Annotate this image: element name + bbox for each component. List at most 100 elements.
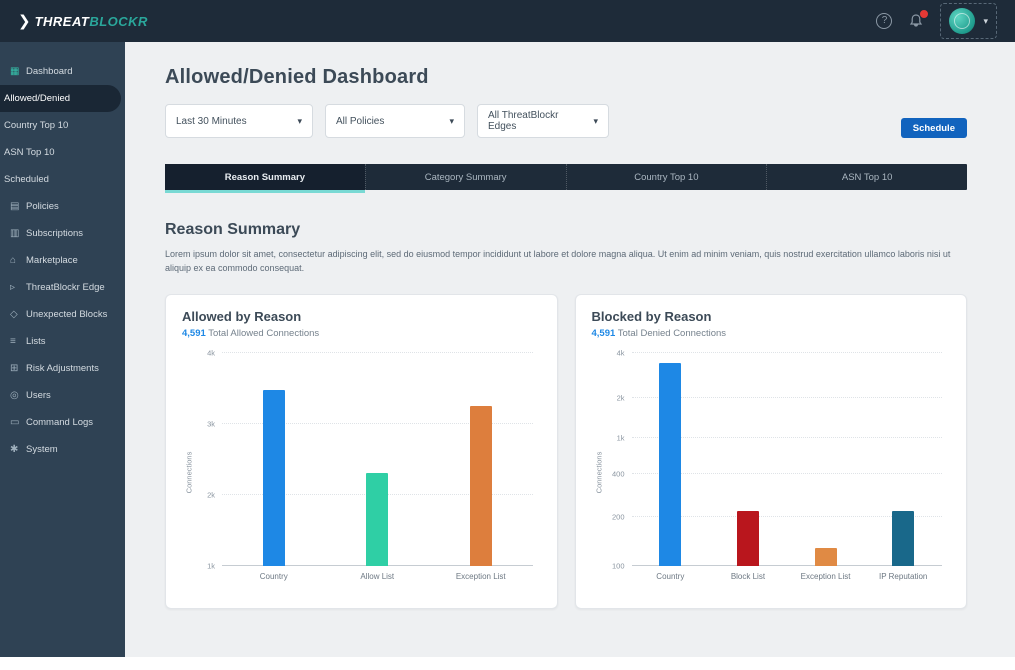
time-range-select[interactable]: Last 30 Minutes ▾ — [165, 104, 313, 138]
section-description: Lorem ipsum dolor sit amet, consectetur … — [165, 249, 951, 273]
sidebar-item-risk-adjustments[interactable]: ⊞ Risk Adjustments — [10, 363, 99, 374]
chart-total: 4,591 Total Allowed Connections — [182, 328, 541, 339]
sidebar-item-dashboard[interactable]: ▦ Dashboard — [10, 66, 73, 77]
y-axis-label: Connections — [184, 451, 194, 493]
y-tick-label: 400 — [611, 469, 625, 479]
bar-ip-reputation[interactable] — [892, 510, 915, 566]
chevron-down-icon: ▾ — [593, 115, 598, 126]
tab-asn-top-10[interactable]: ASN Top 10 — [766, 164, 967, 190]
dashboard-tabs: Reason Summary Category Summary Country To… — [165, 164, 967, 193]
help-icon[interactable]: ? — [876, 13, 893, 29]
edges-select[interactable]: All ThreatBlockr Edges ▾ — [477, 104, 609, 138]
sidebar-item-policies[interactable]: ▤ Policies — [10, 201, 59, 212]
bar-column-country: Country — [244, 353, 304, 581]
blocked-by-reason-card: Blocked by Reason 4,591 Total Denied Con… — [574, 294, 967, 609]
total-denied-count: 4,591 — [591, 328, 616, 339]
sidebar-item-marketplace[interactable]: ⌂ Marketplace — [10, 255, 78, 266]
sidebar-item-allowed-denied[interactable]: Allowed/Denied — [0, 85, 121, 112]
sidebar-item-system[interactable]: ✱ System — [10, 444, 58, 455]
policies-icon: ▤ — [10, 201, 20, 212]
tab-reason-summary[interactable]: Reason Summary — [165, 164, 365, 193]
y-tick-label: 100 — [611, 561, 625, 571]
x-tick-label: Country — [259, 572, 288, 581]
tab-country-top-10[interactable]: Country Top 10 — [565, 164, 767, 190]
avatar — [949, 8, 976, 34]
sidebar-item-country-top-10[interactable]: Country Top 10 — [4, 120, 69, 131]
y-axis-label: Connections — [594, 451, 604, 493]
gridline — [631, 515, 942, 517]
logo-text-threat: THREAT — [34, 13, 90, 29]
x-tick-label: Country — [656, 572, 685, 581]
bar-country[interactable] — [659, 362, 682, 566]
sidebar-item-lists[interactable]: ≡ Lists — [10, 336, 46, 347]
navbar-actions: ? ▾ — [876, 3, 997, 39]
bar-exception-list[interactable] — [814, 547, 837, 566]
y-tick-label: 1k — [207, 561, 215, 571]
gridline — [631, 565, 942, 566]
sidebar-item-subscriptions[interactable]: ▥ Subscriptions — [10, 228, 84, 239]
notification-badge — [919, 9, 930, 19]
tab-category-summary[interactable]: Category Summary — [364, 164, 566, 190]
sidebar-item-asn-top-10[interactable]: ASN Top 10 — [4, 147, 55, 158]
gridline — [631, 352, 942, 353]
user-menu[interactable]: ▾ — [940, 3, 997, 39]
bar-column-block-list: Block List — [718, 353, 778, 581]
sidebar-item-command-logs[interactable]: ▭ Command Logs — [10, 417, 94, 428]
gridline — [222, 422, 533, 424]
x-tick-label: IP Reputation — [879, 572, 928, 581]
bar-country[interactable] — [262, 390, 285, 566]
policies-select[interactable]: All Policies ▾ — [325, 104, 465, 138]
total-allowed-label: Total Allowed Connections — [208, 328, 320, 339]
bars-group: Country Allow List Exception List — [222, 353, 533, 581]
main-content: Allowed/Denied Dashboard Last 30 Minutes… — [125, 42, 1015, 657]
gridline — [631, 436, 942, 438]
sidebar-item-threatblockr-edge[interactable]: ▹ ThreatBlockr Edge — [10, 282, 105, 293]
y-tick-label: 4k — [616, 348, 625, 358]
section-title: Reason Summary — [165, 221, 301, 238]
system-icon: ✱ — [10, 444, 19, 455]
gridline — [222, 352, 533, 353]
sidebar-item-unexpected-blocks[interactable]: ◇ Unexpected Blocks — [10, 309, 108, 320]
logo-chevron-icon: ❯ — [18, 13, 31, 30]
schedule-button[interactable]: Schedule — [900, 118, 967, 138]
y-tick-label: 3k — [207, 419, 215, 429]
allowed-by-reason-card: Allowed by Reason 4,591 Total Allowed Co… — [165, 294, 558, 609]
bar-column-country: Country — [640, 353, 700, 581]
total-allowed-count: 4,591 — [182, 328, 206, 339]
y-tick-label: 2k — [207, 490, 215, 500]
marketplace-icon: ⌂ — [10, 255, 17, 266]
allowed-by-reason-chart: Connections 4k 3k 2k 1k Country Allow List Exce… — [182, 349, 541, 591]
chevron-down-icon: ▾ — [297, 115, 302, 126]
chart-title: Allowed by Reason — [182, 309, 302, 324]
dashboard-icon: ▦ — [10, 66, 20, 77]
bar-allow-list[interactable] — [366, 472, 389, 566]
x-tick-label: Exception List — [455, 572, 506, 581]
bell-icon — [910, 14, 923, 27]
risk-adjustments-icon: ⊞ — [10, 363, 19, 374]
sidebar-item-scheduled[interactable]: Scheduled — [4, 174, 49, 185]
bar-column-allow-list: Allow List — [347, 353, 407, 581]
sidebar-item-users[interactable]: ◎ Users — [10, 390, 51, 401]
x-tick-label: Block List — [730, 572, 766, 581]
bars-group: Country Block List Exception List IP Reputa… — [632, 353, 943, 581]
chart-title: Blocked by Reason — [591, 309, 712, 324]
bar-exception-list[interactable] — [469, 406, 492, 566]
bar-column-exception-list: Exception List — [451, 353, 511, 581]
command-logs-icon: ▭ — [10, 417, 20, 428]
bar-column-ip-reputation: IP Reputation — [873, 353, 933, 581]
sidebar: ▦ Dashboard Allowed/Denied Country Top 1… — [0, 42, 125, 657]
subscriptions-icon: ▥ — [10, 228, 20, 239]
total-denied-label: Total Denied Connections — [617, 328, 727, 339]
bar-block-list[interactable] — [736, 510, 759, 566]
y-tick-label: 2k — [616, 393, 625, 403]
chart-total: 4,591 Total Denied Connections — [592, 328, 951, 339]
edges-value: All ThreatBlockr Edges — [488, 110, 559, 132]
threatblockr-logo[interactable]: ❯ THREATBLOCKR — [18, 12, 148, 30]
y-tick-label: 200 — [611, 512, 625, 522]
page-title: Allowed/Denied Dashboard — [165, 66, 429, 88]
bar-column-exception-list: Exception List — [796, 353, 856, 581]
top-navbar: ❯ THREATBLOCKR ? ▾ — [0, 0, 1015, 42]
chevron-down-icon: ▾ — [449, 115, 454, 126]
y-tick-label: 1k — [616, 433, 625, 443]
notifications-button[interactable] — [908, 9, 930, 29]
